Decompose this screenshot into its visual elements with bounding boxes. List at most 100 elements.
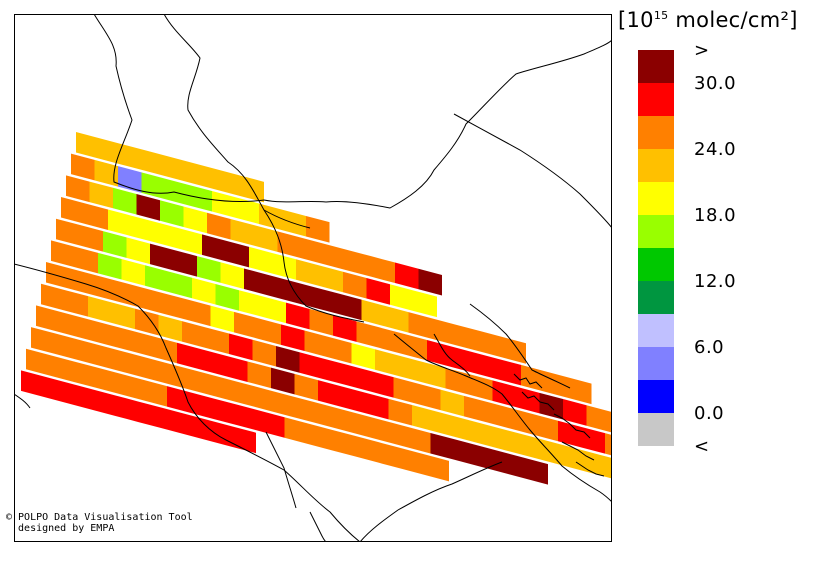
swath-pixel — [262, 296, 286, 324]
swath-pixel — [558, 420, 582, 448]
swath-pixel — [74, 246, 98, 274]
swath-pixel — [229, 333, 253, 361]
swath-pixel — [395, 262, 419, 290]
swath-pixel — [502, 337, 526, 364]
swath-pixel — [195, 370, 219, 398]
swath-pixel — [230, 218, 254, 246]
coast-line — [309, 511, 327, 542]
swath-pixel — [98, 252, 122, 280]
swath-pixel — [237, 404, 261, 432]
swath-pixel — [479, 330, 503, 358]
coast-line — [359, 461, 503, 542]
swath-pixel — [455, 324, 479, 352]
border-line — [325, 39, 612, 209]
swath-pixel — [328, 336, 352, 364]
swath-pixel — [360, 414, 384, 441]
swath-pixel — [348, 250, 372, 277]
swath-pixel — [492, 380, 516, 408]
swath-pixel — [239, 290, 263, 317]
swath-pixel — [331, 429, 355, 457]
swath-pixel — [224, 355, 248, 382]
swath-pixel — [225, 240, 249, 268]
swath-pixel — [487, 402, 511, 429]
border-line — [163, 14, 311, 229]
swath-pixel — [324, 243, 348, 271]
swath-pixel — [261, 411, 285, 438]
swath-pixel — [79, 224, 103, 252]
swath-pixel — [118, 166, 142, 193]
swath-pixel — [308, 423, 332, 451]
credits-text: © POLPO Data Visualisation Tool designed… — [6, 512, 193, 534]
swath-pixel — [306, 215, 330, 243]
swath-pixel — [111, 302, 135, 330]
swath-pixel — [215, 283, 239, 311]
border-line — [453, 113, 612, 229]
swath-map — [14, 14, 612, 542]
swath-pixel — [71, 153, 95, 181]
legend-swatch — [638, 50, 674, 83]
legend-swatch — [638, 248, 674, 281]
swath-pixel — [41, 283, 65, 311]
swath-pixel — [249, 246, 273, 274]
swath-pixel — [170, 156, 194, 184]
swath-pixel — [402, 448, 426, 476]
swath-pixel — [534, 414, 558, 442]
swath-pixel — [68, 382, 92, 410]
map-frame — [14, 14, 612, 542]
swath-pixel — [162, 407, 186, 435]
swath-pixel — [553, 442, 577, 470]
border-line — [93, 14, 327, 203]
swath-pixel — [69, 268, 93, 296]
swath-pixel — [403, 333, 427, 361]
swath-pixel — [64, 289, 88, 317]
swath-pixel — [126, 237, 150, 265]
swath-pixel — [31, 327, 55, 354]
swath-pixel — [153, 336, 177, 364]
swath-pixel — [380, 327, 404, 355]
credits-line2: designed by EMPA — [6, 523, 115, 534]
swath-pixel — [242, 383, 266, 410]
legend-tick-label: 24.0 — [694, 139, 737, 160]
swath-pixel — [125, 351, 149, 379]
island-outline — [575, 461, 605, 477]
swath-pixel — [355, 435, 379, 463]
swath-pixel — [200, 348, 224, 376]
swath-pixel — [84, 203, 108, 230]
swath-pixel — [254, 225, 278, 252]
swath-pixel — [207, 212, 231, 240]
swath-pixel — [319, 265, 343, 293]
coast-line — [14, 393, 31, 409]
swath-pixel — [21, 370, 45, 398]
swath-pixel — [301, 237, 325, 265]
swath-pixel — [393, 377, 417, 404]
swath-pixel — [209, 420, 233, 447]
swath-pixel — [140, 286, 164, 314]
legend-swatch — [638, 116, 674, 149]
swath-pixel — [120, 373, 144, 401]
swath-pixel — [586, 405, 610, 433]
swath-pixel — [477, 445, 501, 473]
swath-pixel — [205, 327, 229, 355]
swath-pixel — [146, 150, 170, 178]
legend-swatch — [638, 281, 674, 314]
swath-pixel — [193, 163, 217, 190]
swath-pixel — [220, 262, 244, 290]
swath-pixel — [454, 439, 478, 466]
swath-pixel — [568, 377, 592, 405]
swath-pixel — [96, 367, 120, 395]
swath-pixel — [155, 221, 179, 249]
swath-pixel — [76, 132, 100, 159]
swath-pixel — [284, 417, 308, 444]
border-line — [469, 303, 571, 389]
swath-pixel — [576, 448, 600, 476]
swath-pixel — [219, 376, 243, 404]
swath-pixel — [143, 379, 167, 407]
swath-pixel — [141, 172, 165, 200]
swath-pixel — [529, 436, 553, 463]
swath-pixel — [497, 358, 521, 386]
swath-pixel — [54, 333, 78, 361]
swath-pixel — [44, 376, 68, 404]
legend-swatch — [638, 83, 674, 116]
swath-pixel — [318, 380, 342, 407]
swath-pixel — [341, 386, 365, 414]
